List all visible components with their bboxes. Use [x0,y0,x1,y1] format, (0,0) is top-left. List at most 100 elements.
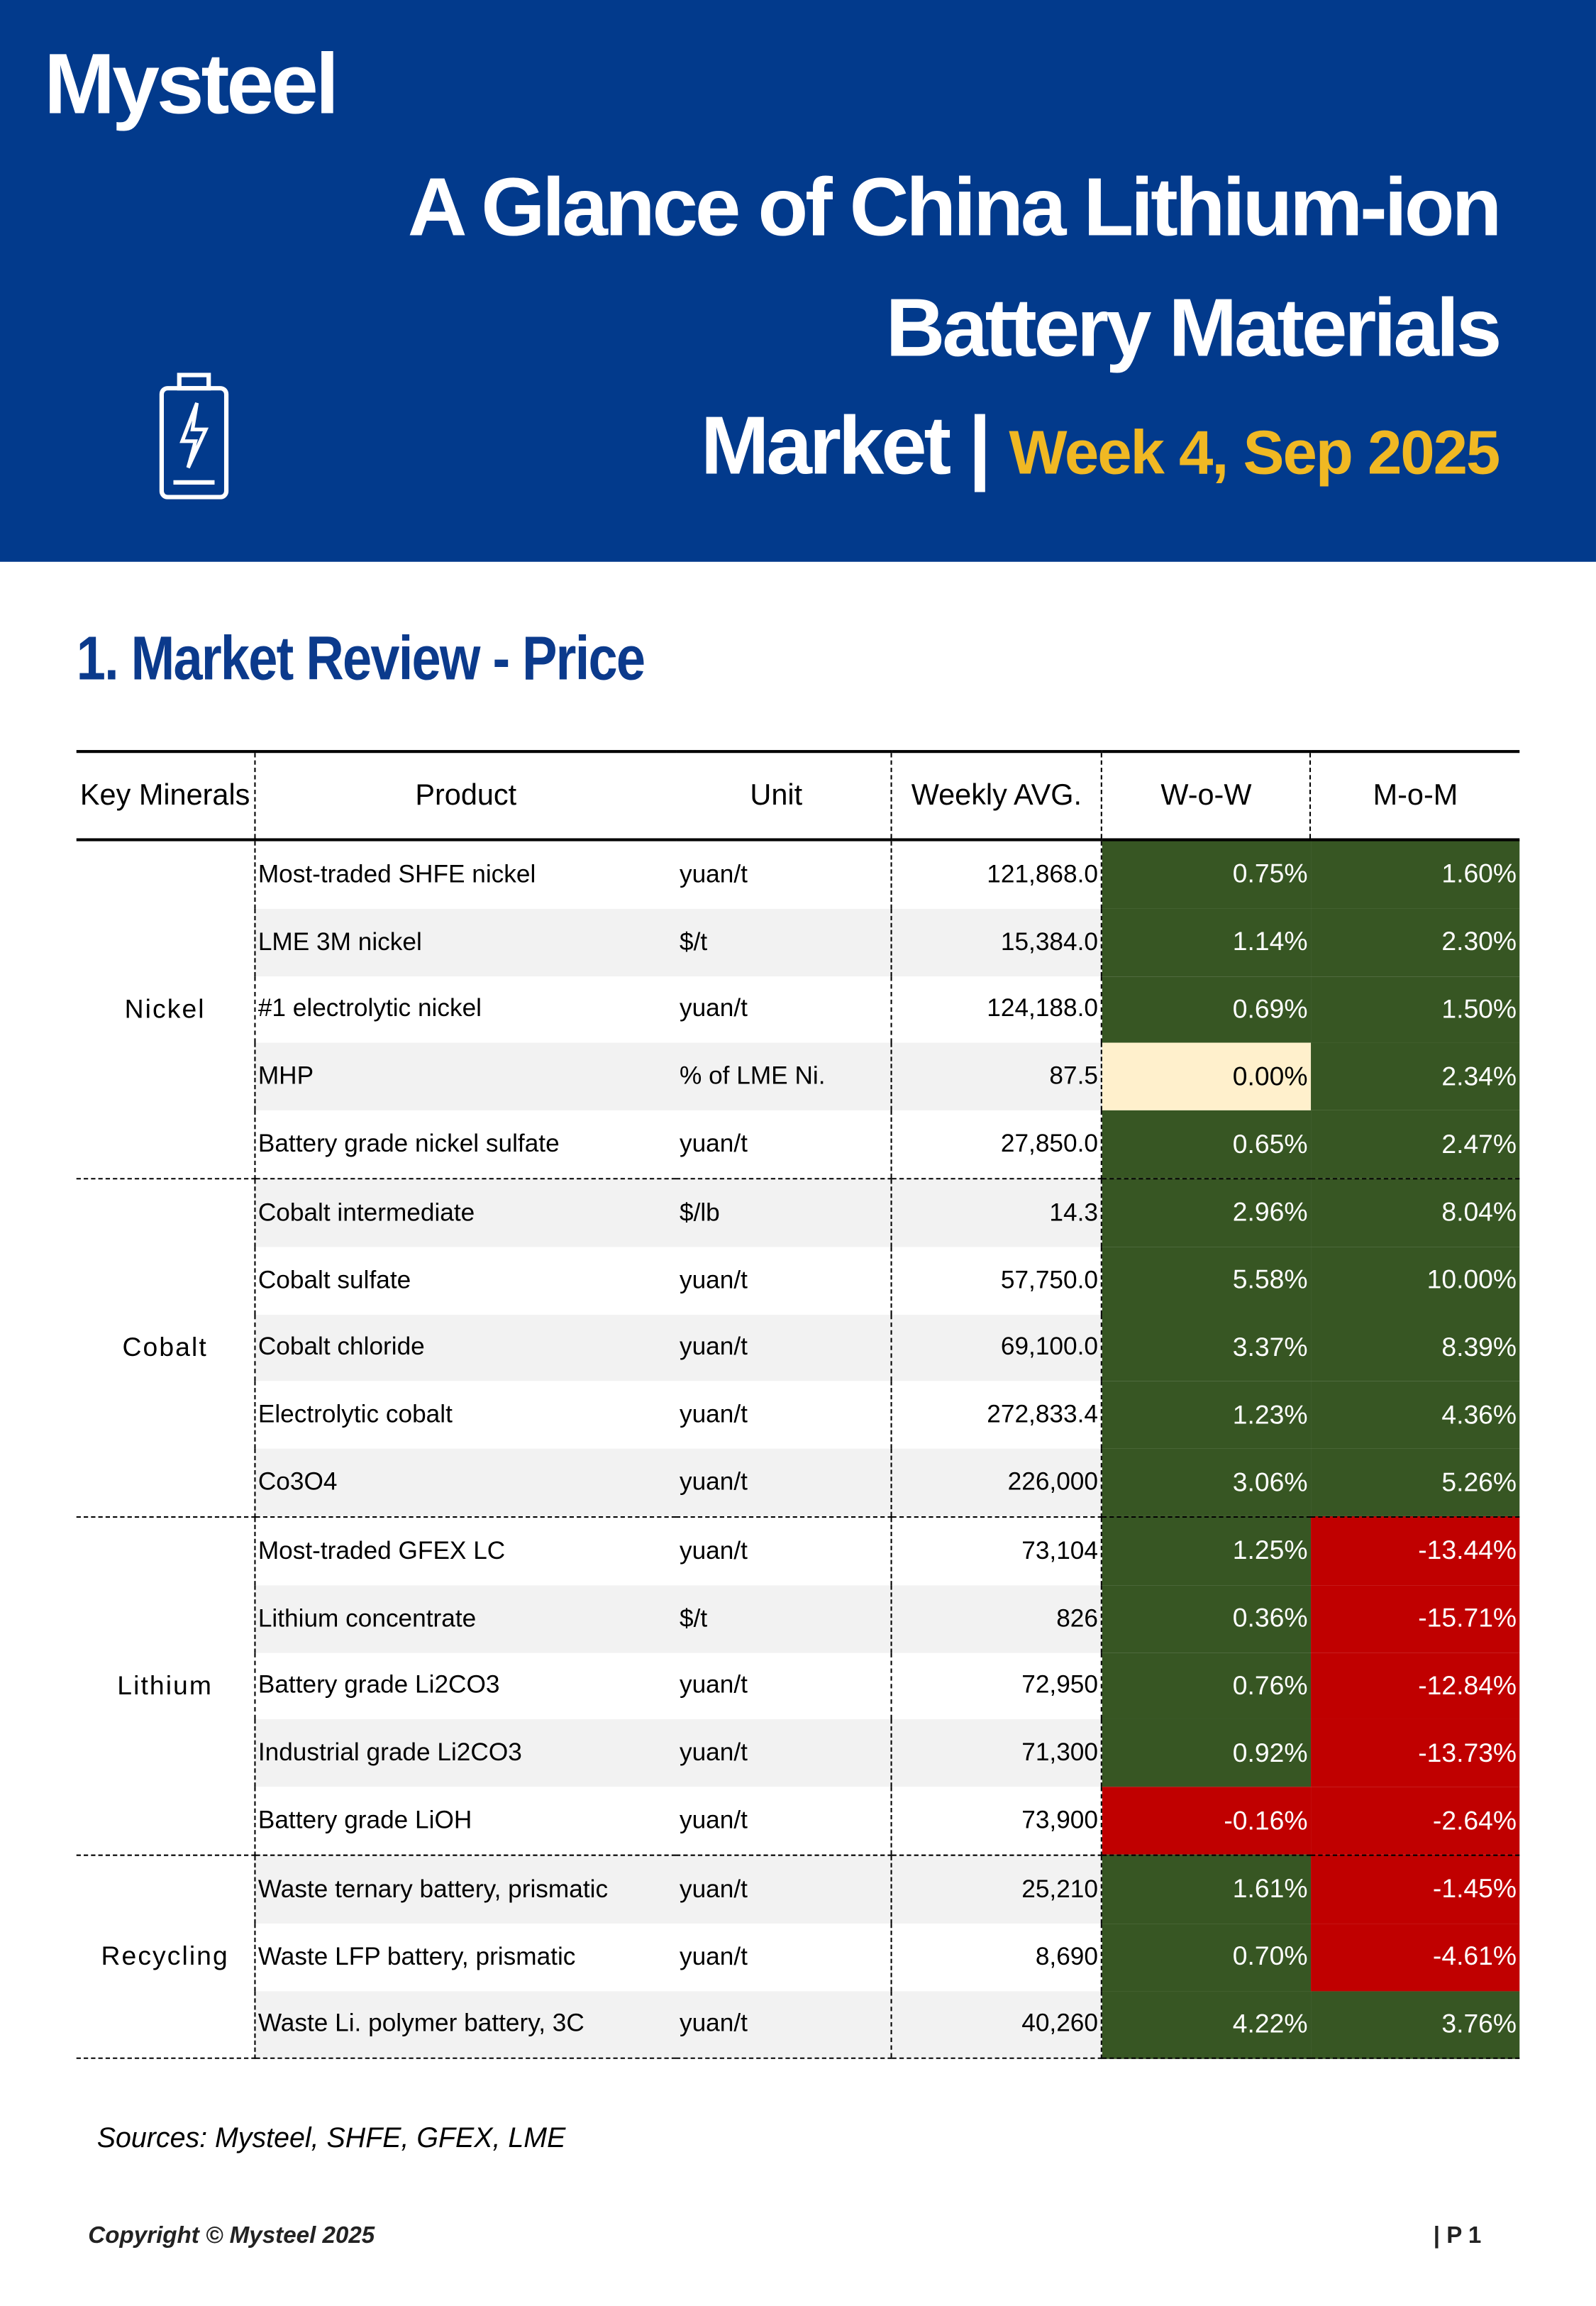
unit: yuan/t [676,976,892,1044]
weekly-avg: 226,000 [890,1448,1103,1518]
column-header: Key Minerals [76,750,255,842]
weekly-avg: 826 [890,1584,1103,1653]
wow: 1.25% [1102,1516,1311,1585]
table-row: Nickel Most-traded SHFE nickel yuan/t 121,8… [76,839,1520,1180]
copyright: Copyright © Mysteel 2025 [88,2223,375,2249]
wow: 0.36% [1102,1584,1311,1653]
weekly-avg: 73,104 [890,1516,1103,1585]
unit: $/t [676,1584,892,1653]
table-row: Cobalt Cobalt intermediate $/lb 14.3 2.96% 8.… [76,1179,1520,1518]
product: #1 electrolytic nickel [254,976,677,1044]
battery-icon [159,373,229,500]
table-row: Battery grade LiOH yuan/t 73,900 -0.16% -2.6… [77,1787,1520,1856]
mom: -4.61% [1310,1923,1520,1991]
table-row: Industrial grade Li2CO3 yuan/t 71,300 0.92%… [77,1719,1520,1787]
weekly-avg: 69,100.0 [890,1314,1103,1382]
product: LME 3M nickel [254,908,677,976]
weekly-avg: 57,750.0 [890,1247,1103,1315]
product: Most-traded SHFE nickel [254,839,677,909]
unit: yuan/t [676,1110,892,1180]
unit: $/t [676,908,892,976]
unit: yuan/t [676,1448,892,1518]
weekly-avg: 272,833.4 [890,1381,1103,1449]
mom: 2.34% [1310,1043,1520,1111]
group-name: Recycling [76,1855,255,2060]
wow: 3.06% [1102,1448,1311,1518]
mom: -2.64% [1310,1787,1520,1856]
title-line: Battery Materials [885,280,1502,374]
wow: 1.23% [1102,1381,1311,1449]
column-header: Weekly AVG. [890,750,1103,842]
product: Co3O4 [254,1448,677,1518]
title-line: Market | Week 4, Sep 2025 [700,397,1500,493]
table-row: Battery grade nickel sulfate yuan/t 27,850… [77,1110,1520,1180]
product: Most-traded GFEX LC [254,1516,677,1585]
product: Cobalt sulfate [254,1247,677,1315]
wow: 0.70% [1102,1923,1311,1991]
mom: 1.60% [1310,839,1520,909]
column-header: M-o-M [1310,750,1520,842]
table-row: Waste LFP battery, prismatic yuan/t 8,690 0… [77,1923,1520,1991]
wow: 0.75% [1102,839,1311,909]
weekly-avg: 40,260 [890,1990,1103,2060]
weekly-avg: 14.3 [890,1179,1103,1247]
wow: 2.96% [1102,1179,1311,1247]
price-table: Key Minerals Product Unit Weekly AVG. W-o-W M… [76,750,1520,2060]
wow: 0.00% [1102,1043,1311,1111]
unit: yuan/t [676,839,892,909]
table-row: MHP% of LME Ni. 87.5 0.00% 2.34% [77,1043,1520,1111]
wow: 0.65% [1102,1110,1311,1180]
table-row: Co3O4 yuan/t 226,000 3.06% 5.26% [77,1448,1520,1518]
wow: 0.69% [1102,976,1311,1044]
unit: yuan/t [676,1923,892,1991]
header-row: Key Minerals Product Unit Weekly AVG. W-o-W M… [76,750,1520,842]
product: Battery grade nickel sulfate [254,1110,677,1180]
table-row: Recycling Waste ternary battery, prismati… [76,1855,1520,2060]
weekly-avg: 121,868.0 [890,839,1103,909]
product: Battery grade LiOH [254,1787,677,1856]
wow: 4.22% [1102,1990,1311,2060]
mom: 2.30% [1310,908,1520,976]
unit: yuan/t [676,1855,892,1924]
group-name: Lithium [76,1516,255,1856]
unit: % of LME Ni. [676,1043,892,1111]
group-name: Cobalt [76,1179,255,1518]
product: Waste ternary battery, prismatic [254,1855,677,1924]
mom: -13.44% [1310,1516,1520,1585]
weekly-avg: 124,188.0 [890,976,1103,1044]
sources: Sources: Mysteel, SHFE, GFEX, LME [96,2123,566,2155]
table-row: Cobalt sulfate yuan/t 57,750.0 5.58% 10.00% [77,1247,1520,1315]
mom: 3.76% [1310,1990,1520,2060]
unit: yuan/t [676,1719,892,1787]
product: Cobalt chloride [254,1314,677,1382]
unit: yuan/t [676,1516,892,1585]
mom: -1.45% [1310,1855,1520,1924]
mom: 4.36% [1310,1381,1520,1449]
weekly-avg: 25,210 [890,1855,1103,1924]
table-row: Electrolytic cobalt yuan/t 272,833.4 1.23% 4… [77,1381,1520,1449]
weekly-avg: 15,384.0 [890,908,1103,976]
product: Waste Li. polymer battery, 3C [254,1990,677,2060]
unit: yuan/t [676,1652,892,1720]
table-row: #1 electrolytic nickel yuan/t 124,188.0 0.6… [77,976,1520,1044]
unit: yuan/t [676,1381,892,1449]
title-text: Market | [700,398,992,492]
table-row: Lithium concentrate $/t 826 0.36% -15.71% [77,1584,1520,1653]
product: Electrolytic cobalt [254,1381,677,1449]
product: Battery grade Li2CO3 [254,1652,677,1720]
product: MHP [254,1043,677,1111]
table-row: Lithium Most-traded GFEX LC yuan/t 73,104 1.… [76,1516,1520,1856]
unit: yuan/t [676,1990,892,2060]
unit: yuan/t [676,1787,892,1856]
wow: 1.61% [1102,1855,1311,1924]
logo: Mysteel [44,36,339,133]
week: Week 4, Sep 2025 [1009,417,1500,487]
mom: 1.50% [1310,976,1520,1044]
wow: 5.58% [1102,1247,1311,1315]
product: Waste LFP battery, prismatic [254,1923,677,1991]
unit: $/lb [676,1179,892,1247]
weekly-avg: 27,850.0 [890,1110,1103,1180]
